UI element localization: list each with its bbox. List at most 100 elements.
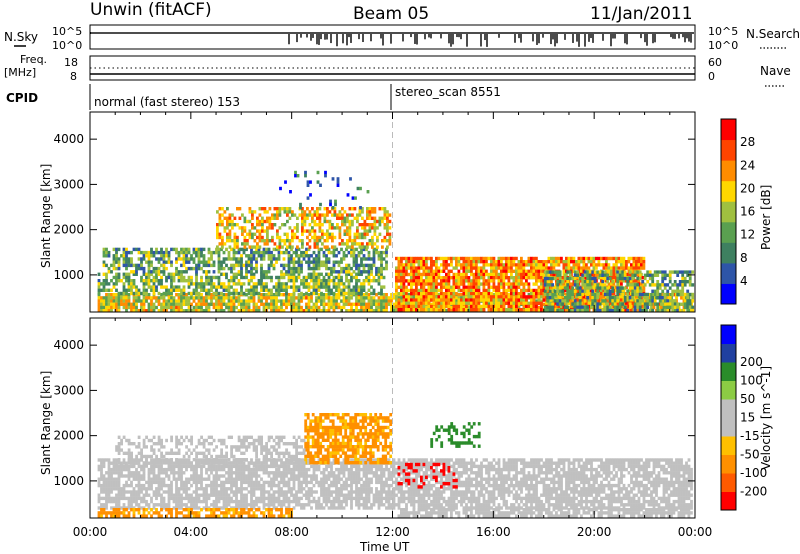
range-time-cell	[532, 292, 536, 296]
range-time-cell	[410, 256, 413, 261]
range-time-cell	[430, 260, 433, 264]
range-time-cell	[507, 308, 511, 312]
range-time-cell	[221, 223, 224, 227]
range-time-cell	[145, 272, 148, 276]
range-time-cell	[180, 299, 183, 303]
range-time-cell	[150, 299, 153, 303]
range-time-cell	[202, 270, 206, 274]
range-time-cell	[192, 309, 196, 313]
range-time-cell	[223, 210, 227, 214]
range-time-cell	[370, 263, 373, 268]
range-time-cell	[290, 247, 293, 252]
range-time-cell	[470, 295, 473, 299]
range-time-cell	[195, 305, 198, 310]
range-time-cell	[222, 309, 226, 313]
range-time-cell	[517, 263, 521, 267]
range-time-cell	[646, 292, 650, 297]
range-time-cell	[283, 239, 287, 243]
range-time-cell	[240, 282, 243, 286]
range-time-cell	[542, 266, 546, 270]
range-time-cell	[546, 299, 550, 303]
range-time-cell	[432, 298, 436, 302]
range-time-cell	[585, 263, 588, 267]
range-time-cell	[420, 288, 423, 293]
range-time-cell	[630, 266, 633, 270]
range-time-cell	[608, 276, 612, 281]
range-time-cell	[661, 276, 665, 281]
range-time-cell	[313, 235, 317, 240]
range-time-cell	[636, 292, 640, 297]
range-time-cell	[587, 260, 591, 264]
range-time-cell	[360, 288, 363, 292]
range-time-cell	[425, 305, 428, 310]
range-time-cell	[317, 254, 321, 258]
range-time-cell	[285, 247, 288, 252]
range-time-cell	[130, 309, 133, 313]
range-time-cell	[445, 279, 448, 283]
range-time-cell	[385, 302, 388, 306]
range-time-cell	[197, 299, 201, 303]
range-time-cell	[190, 275, 193, 280]
range-time-cell	[270, 296, 273, 300]
range-time-cell	[540, 292, 543, 296]
range-time-cell	[625, 301, 628, 305]
range-time-cell	[190, 296, 193, 300]
range-time-cell	[285, 272, 288, 276]
range-time-cell	[375, 279, 378, 283]
range-time-cell	[512, 256, 516, 261]
range-time-cell	[380, 296, 383, 300]
range-time-cell	[445, 260, 448, 264]
range-time-cell	[537, 276, 541, 280]
range-time-cell	[295, 285, 298, 289]
range-time-cell	[562, 269, 566, 273]
range-time-cell	[385, 296, 388, 300]
range-time-cell	[527, 308, 531, 312]
range-time-cell	[225, 293, 228, 297]
range-time-cell	[437, 301, 441, 305]
range-time-cell	[505, 276, 508, 280]
range-time-cell	[367, 296, 371, 300]
range-time-cell	[442, 256, 446, 261]
range-time-cell	[487, 298, 491, 302]
range-time-cell	[102, 254, 106, 258]
range-time-cell	[97, 302, 101, 306]
range-time-cell	[420, 276, 423, 280]
range-time-cell	[200, 302, 203, 306]
range-time-cell	[457, 272, 461, 277]
range-time-cell	[343, 232, 347, 236]
range-time-cell	[347, 250, 351, 255]
range-time-cell	[346, 232, 349, 236]
range-time-cell	[373, 232, 377, 236]
range-time-cell	[622, 260, 626, 264]
range-time-cell	[295, 302, 298, 306]
range-time-cell	[182, 302, 186, 306]
range-time-cell	[556, 280, 560, 284]
range-time-cell	[218, 232, 222, 236]
range-time-cell	[440, 269, 443, 273]
range-time-cell	[190, 254, 193, 258]
range-time-cell	[305, 254, 308, 258]
range-time-cell	[497, 282, 501, 286]
range-time-cell	[220, 302, 223, 306]
range-time-cell	[420, 292, 423, 296]
range-time-cell	[666, 299, 670, 303]
range-time-cell	[568, 270, 572, 274]
range-time-cell	[360, 291, 363, 296]
range-time-cell	[182, 299, 186, 303]
range-time-cell	[341, 219, 344, 224]
range-time-cell	[575, 263, 578, 267]
range-time-cell	[217, 285, 221, 289]
range-time-cell	[520, 282, 523, 286]
range-time-cell	[442, 285, 446, 289]
range-time-cell	[137, 291, 141, 296]
range-time-cell	[420, 272, 423, 277]
range-time-cell	[182, 247, 186, 252]
range-time-cell	[217, 275, 221, 280]
range-time-cell	[637, 263, 641, 267]
range-time-cell	[520, 276, 523, 280]
range-time-cell	[577, 260, 581, 264]
range-time-cell	[293, 213, 297, 217]
range-time-cell	[412, 263, 416, 267]
range-time-cell	[288, 207, 292, 211]
range-time-cell	[175, 285, 178, 289]
